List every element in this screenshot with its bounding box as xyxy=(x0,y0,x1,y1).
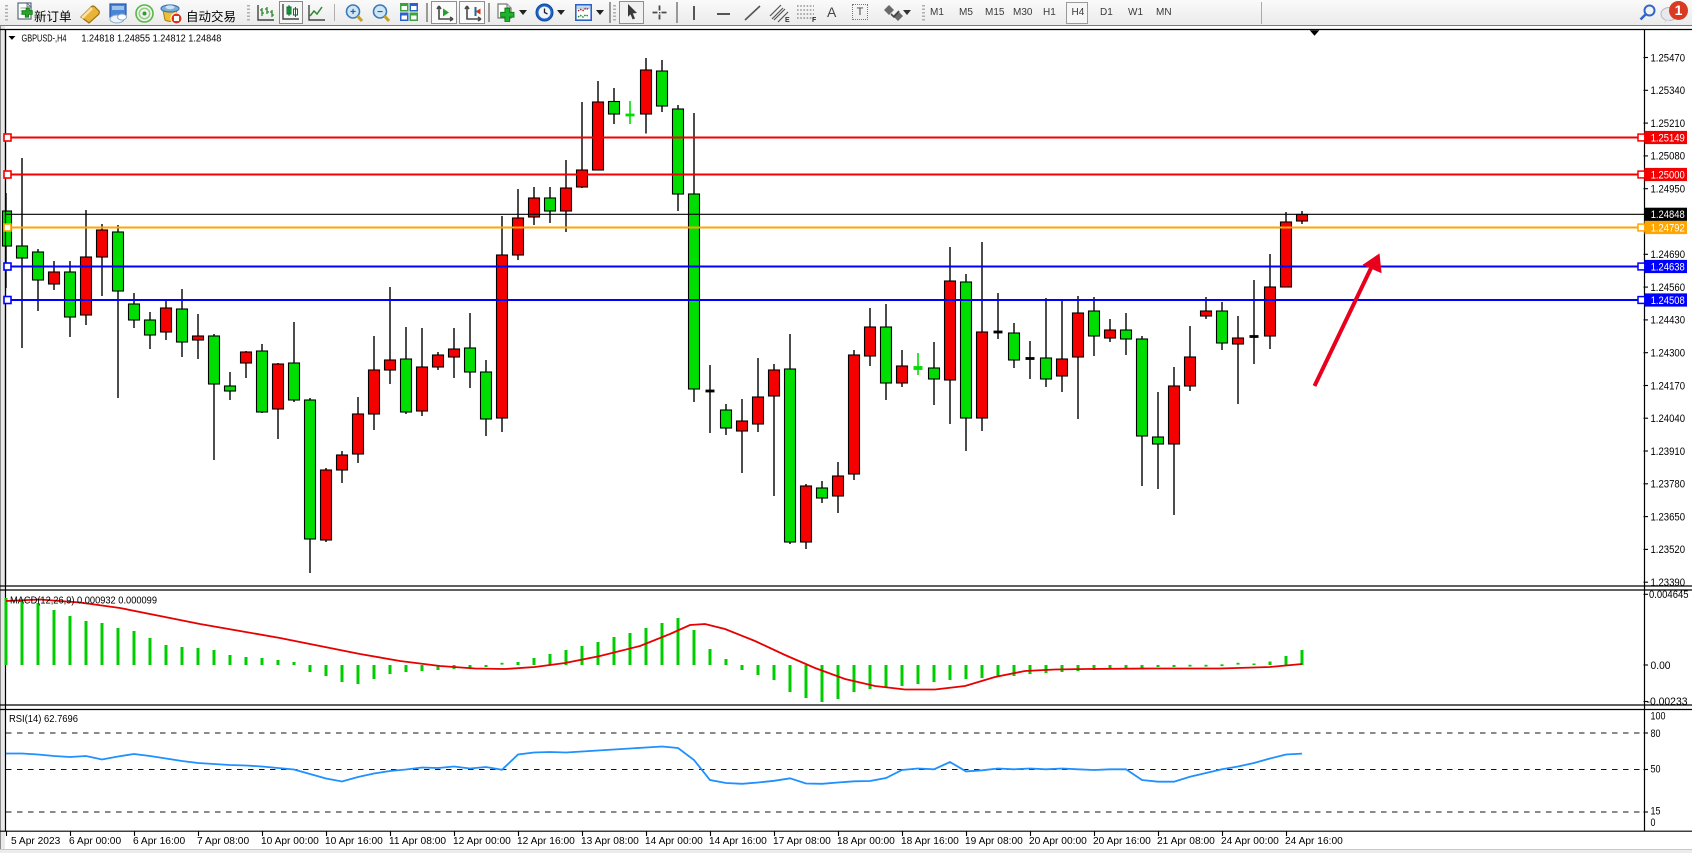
svg-text:24 Apr 16:00: 24 Apr 16:00 xyxy=(1285,836,1343,847)
svg-text:1.24848: 1.24848 xyxy=(1651,209,1685,221)
svg-text:1.23650: 1.23650 xyxy=(1651,511,1686,523)
svg-text:20 Apr 16:00: 20 Apr 16:00 xyxy=(1093,836,1151,847)
svg-text:1.25080: 1.25080 xyxy=(1651,151,1686,163)
svg-text:E: E xyxy=(785,17,790,23)
svg-text:21 Apr 08:00: 21 Apr 08:00 xyxy=(1157,836,1215,847)
svg-text:1.24300: 1.24300 xyxy=(1651,348,1686,360)
svg-text:1.24638: 1.24638 xyxy=(1651,261,1685,273)
svg-text:0: 0 xyxy=(1651,817,1656,829)
svg-text:1.24792: 1.24792 xyxy=(1651,222,1685,234)
svg-text:20 Apr 00:00: 20 Apr 00:00 xyxy=(1029,836,1087,847)
svg-text:50: 50 xyxy=(1651,764,1661,776)
svg-text:100: 100 xyxy=(1651,710,1666,722)
svg-text:10 Apr 16:00: 10 Apr 16:00 xyxy=(325,836,383,847)
svg-text:18 Apr 00:00: 18 Apr 00:00 xyxy=(837,836,895,847)
svg-text:1.25000: 1.25000 xyxy=(1651,169,1685,181)
svg-text:1.23780: 1.23780 xyxy=(1651,479,1686,491)
svg-text:0.004645: 0.004645 xyxy=(1649,589,1689,601)
svg-text:1.24690: 1.24690 xyxy=(1651,249,1686,261)
svg-text:10 Apr 00:00: 10 Apr 00:00 xyxy=(261,836,319,847)
svg-text:24 Apr 00:00: 24 Apr 00:00 xyxy=(1221,836,1279,847)
svg-text:14 Apr 16:00: 14 Apr 16:00 xyxy=(709,836,767,847)
svg-text:14 Apr 00:00: 14 Apr 00:00 xyxy=(645,836,703,847)
svg-text:1.24040: 1.24040 xyxy=(1651,413,1686,425)
svg-text:12 Apr 16:00: 12 Apr 16:00 xyxy=(517,836,575,847)
svg-text:1.24508: 1.24508 xyxy=(1651,295,1685,307)
svg-text:1.24430: 1.24430 xyxy=(1651,315,1686,327)
svg-text:1.24560: 1.24560 xyxy=(1651,282,1686,294)
svg-text:18 Apr 16:00: 18 Apr 16:00 xyxy=(901,836,959,847)
svg-text:−: − xyxy=(377,7,383,18)
svg-text:6 Apr 16:00: 6 Apr 16:00 xyxy=(133,836,185,847)
svg-text:12 Apr 00:00: 12 Apr 00:00 xyxy=(453,836,511,847)
svg-text:1.24818 1.24855 1.24812 1.2484: 1.24818 1.24855 1.24812 1.24848 xyxy=(81,34,222,45)
svg-text:6 Apr 00:00: 6 Apr 00:00 xyxy=(69,836,121,847)
svg-text:7 Apr 08:00: 7 Apr 08:00 xyxy=(197,836,249,847)
svg-text:1.23520: 1.23520 xyxy=(1651,544,1686,556)
svg-text:F: F xyxy=(812,17,817,23)
svg-text:1.25149: 1.25149 xyxy=(1651,132,1685,144)
svg-text:1.25340: 1.25340 xyxy=(1651,85,1686,97)
svg-text:80: 80 xyxy=(1651,728,1661,740)
svg-text:+: + xyxy=(350,7,356,18)
svg-text:1.24950: 1.24950 xyxy=(1651,184,1686,196)
svg-text:5 Apr 2023: 5 Apr 2023 xyxy=(11,836,61,847)
svg-text:-0.00233: -0.00233 xyxy=(1647,696,1688,708)
svg-text:1.23910: 1.23910 xyxy=(1651,446,1686,458)
svg-text:1.24170: 1.24170 xyxy=(1651,380,1686,392)
svg-text:1.23390: 1.23390 xyxy=(1651,577,1686,589)
svg-text:11 Apr 08:00: 11 Apr 08:00 xyxy=(389,836,446,847)
svg-text:19 Apr 08:00: 19 Apr 08:00 xyxy=(965,836,1023,847)
svg-text:GBPUSD-,H4: GBPUSD-,H4 xyxy=(22,34,67,45)
svg-text:15: 15 xyxy=(1651,806,1661,818)
svg-text:1.25470: 1.25470 xyxy=(1651,52,1686,64)
svg-text:MACD(12,26,9) 0.000932 0.00009: MACD(12,26,9) 0.000932 0.000099 xyxy=(10,596,157,607)
svg-text:0.00: 0.00 xyxy=(1651,660,1671,672)
svg-text:13 Apr 08:00: 13 Apr 08:00 xyxy=(581,836,639,847)
svg-text:17 Apr 08:00: 17 Apr 08:00 xyxy=(773,836,831,847)
svg-text:RSI(14) 62.7696: RSI(14) 62.7696 xyxy=(9,714,79,725)
svg-text:1.25210: 1.25210 xyxy=(1651,118,1686,130)
